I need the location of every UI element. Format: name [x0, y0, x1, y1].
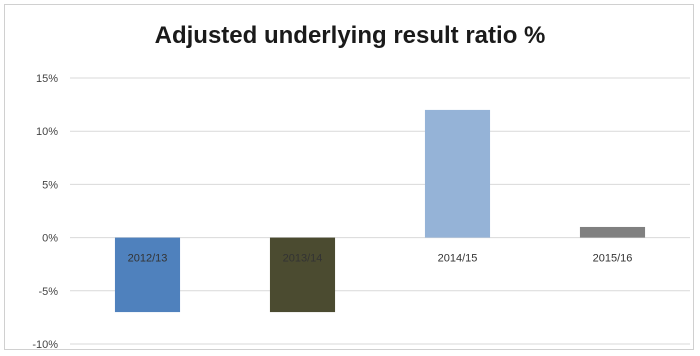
- y-tick-label: 10%: [36, 126, 58, 138]
- bar-2013-14: [269, 237, 336, 313]
- x-category-label: 2015/16: [593, 253, 633, 265]
- y-tick-label: -5%: [38, 286, 58, 298]
- x-category-label: 2014/15: [438, 253, 478, 265]
- y-tick-label: 5%: [42, 179, 58, 191]
- bar-2014-15: [424, 109, 491, 238]
- bar-2015-16: [579, 226, 646, 238]
- chart-border: [4, 4, 694, 350]
- x-category-label: 2012/13: [128, 253, 168, 265]
- x-category-label: 2013/14: [283, 253, 323, 265]
- y-tick-label: -10%: [32, 339, 58, 351]
- bar-2012-13: [114, 237, 181, 313]
- y-tick-label: 0%: [42, 233, 58, 245]
- y-tick-label: 15%: [36, 73, 58, 85]
- chart-title: Adjusted underlying result ratio %: [154, 22, 546, 49]
